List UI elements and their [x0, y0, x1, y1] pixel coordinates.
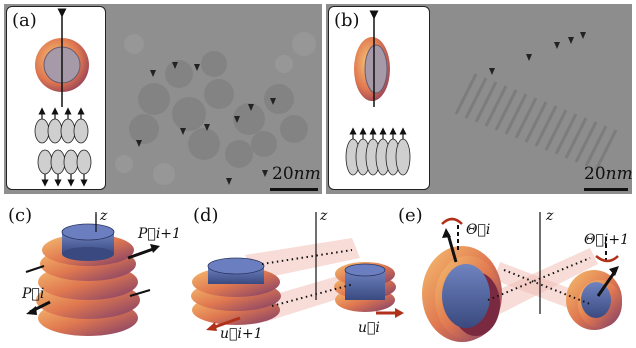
panel-label-a: (a) [12, 10, 37, 31]
disc-b [364, 44, 388, 94]
micrograph-b: 20nm (b) [326, 4, 632, 194]
vector-label-theta-next: Θ⃗i+1 [584, 232, 629, 248]
arrow-theta-next [596, 269, 618, 297]
scale-label-b: 20nm [584, 164, 632, 184]
vector-label-p-next: P⃗i+1 [138, 226, 181, 242]
panel-label-d: (d) [193, 205, 219, 226]
scale-bar-b [584, 188, 628, 191]
inset-b [328, 6, 430, 190]
vector-label-theta: Θ⃗i [466, 222, 491, 238]
panel-label-c: (c) [8, 205, 33, 226]
panel-label-b: (b) [334, 10, 360, 31]
scale-label-a: 20nm [272, 164, 321, 184]
scale-bar-a [270, 188, 318, 191]
arrowheads-a [136, 62, 276, 185]
axis-label-e: z [546, 208, 554, 224]
axis-label-c: z [100, 208, 108, 224]
arrow-u-next [211, 316, 241, 330]
vector-label-u: u⃗i [358, 320, 380, 336]
arrow-theta [446, 233, 458, 263]
vector-label-u-next: u⃗i+1 [220, 326, 263, 342]
stack-c [25, 212, 160, 336]
axis-label-d: z [320, 208, 328, 224]
arrow-p-next [127, 246, 157, 260]
vector-label-p: P⃗i [22, 286, 45, 302]
stack-d [191, 212, 404, 331]
micrograph-a: 20nm (a) [4, 4, 322, 194]
stack-e [422, 212, 622, 342]
panel-label-e: (e) [398, 205, 423, 226]
arrowheads-b [489, 32, 586, 75]
inset-a [6, 6, 106, 190]
